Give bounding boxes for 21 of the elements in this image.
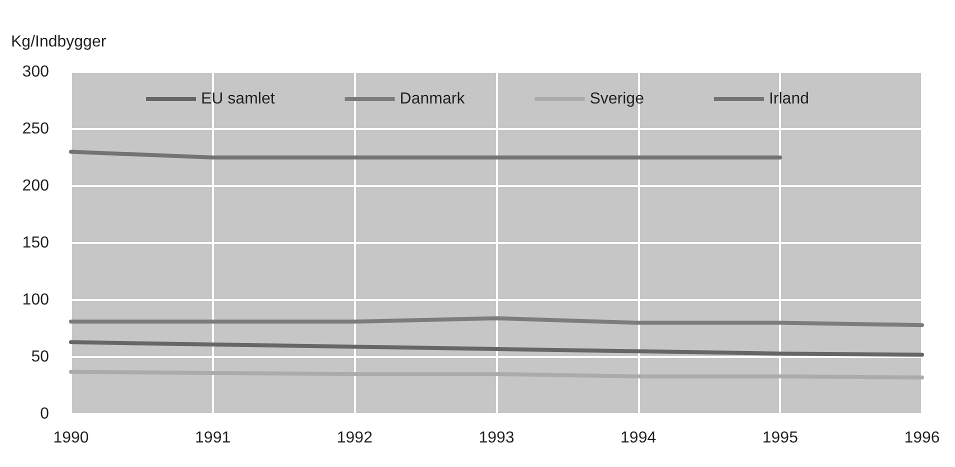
- y-axis-title: Kg/Indbygger: [11, 34, 107, 50]
- legend-label: EU samlet: [201, 90, 276, 108]
- x-tick-label: 1991: [195, 430, 231, 446]
- legend-label: Danmark: [400, 90, 466, 108]
- y-tick-label: 100: [22, 292, 50, 308]
- x-tick-label: 1996: [904, 430, 940, 446]
- x-tick-label: 1990: [53, 430, 89, 446]
- line-series: [69, 316, 924, 328]
- legend-label: Irland: [768, 90, 809, 108]
- y-tick-label: 50: [31, 348, 50, 366]
- y-tick-label: 250: [22, 120, 50, 138]
- line-series: [69, 340, 924, 357]
- y-tick-label: 200: [22, 178, 50, 194]
- y-tick-label: 300: [22, 64, 50, 80]
- legend-label: Sverige: [590, 90, 644, 108]
- x-tick-label: 1992: [336, 430, 373, 446]
- y-tick-label: 150: [22, 234, 50, 252]
- y-tick-label: 0: [40, 406, 50, 422]
- x-tick-label: 1995: [762, 430, 798, 446]
- x-tick-label: 1994: [620, 430, 656, 446]
- x-tick-label: 1993: [478, 430, 514, 446]
